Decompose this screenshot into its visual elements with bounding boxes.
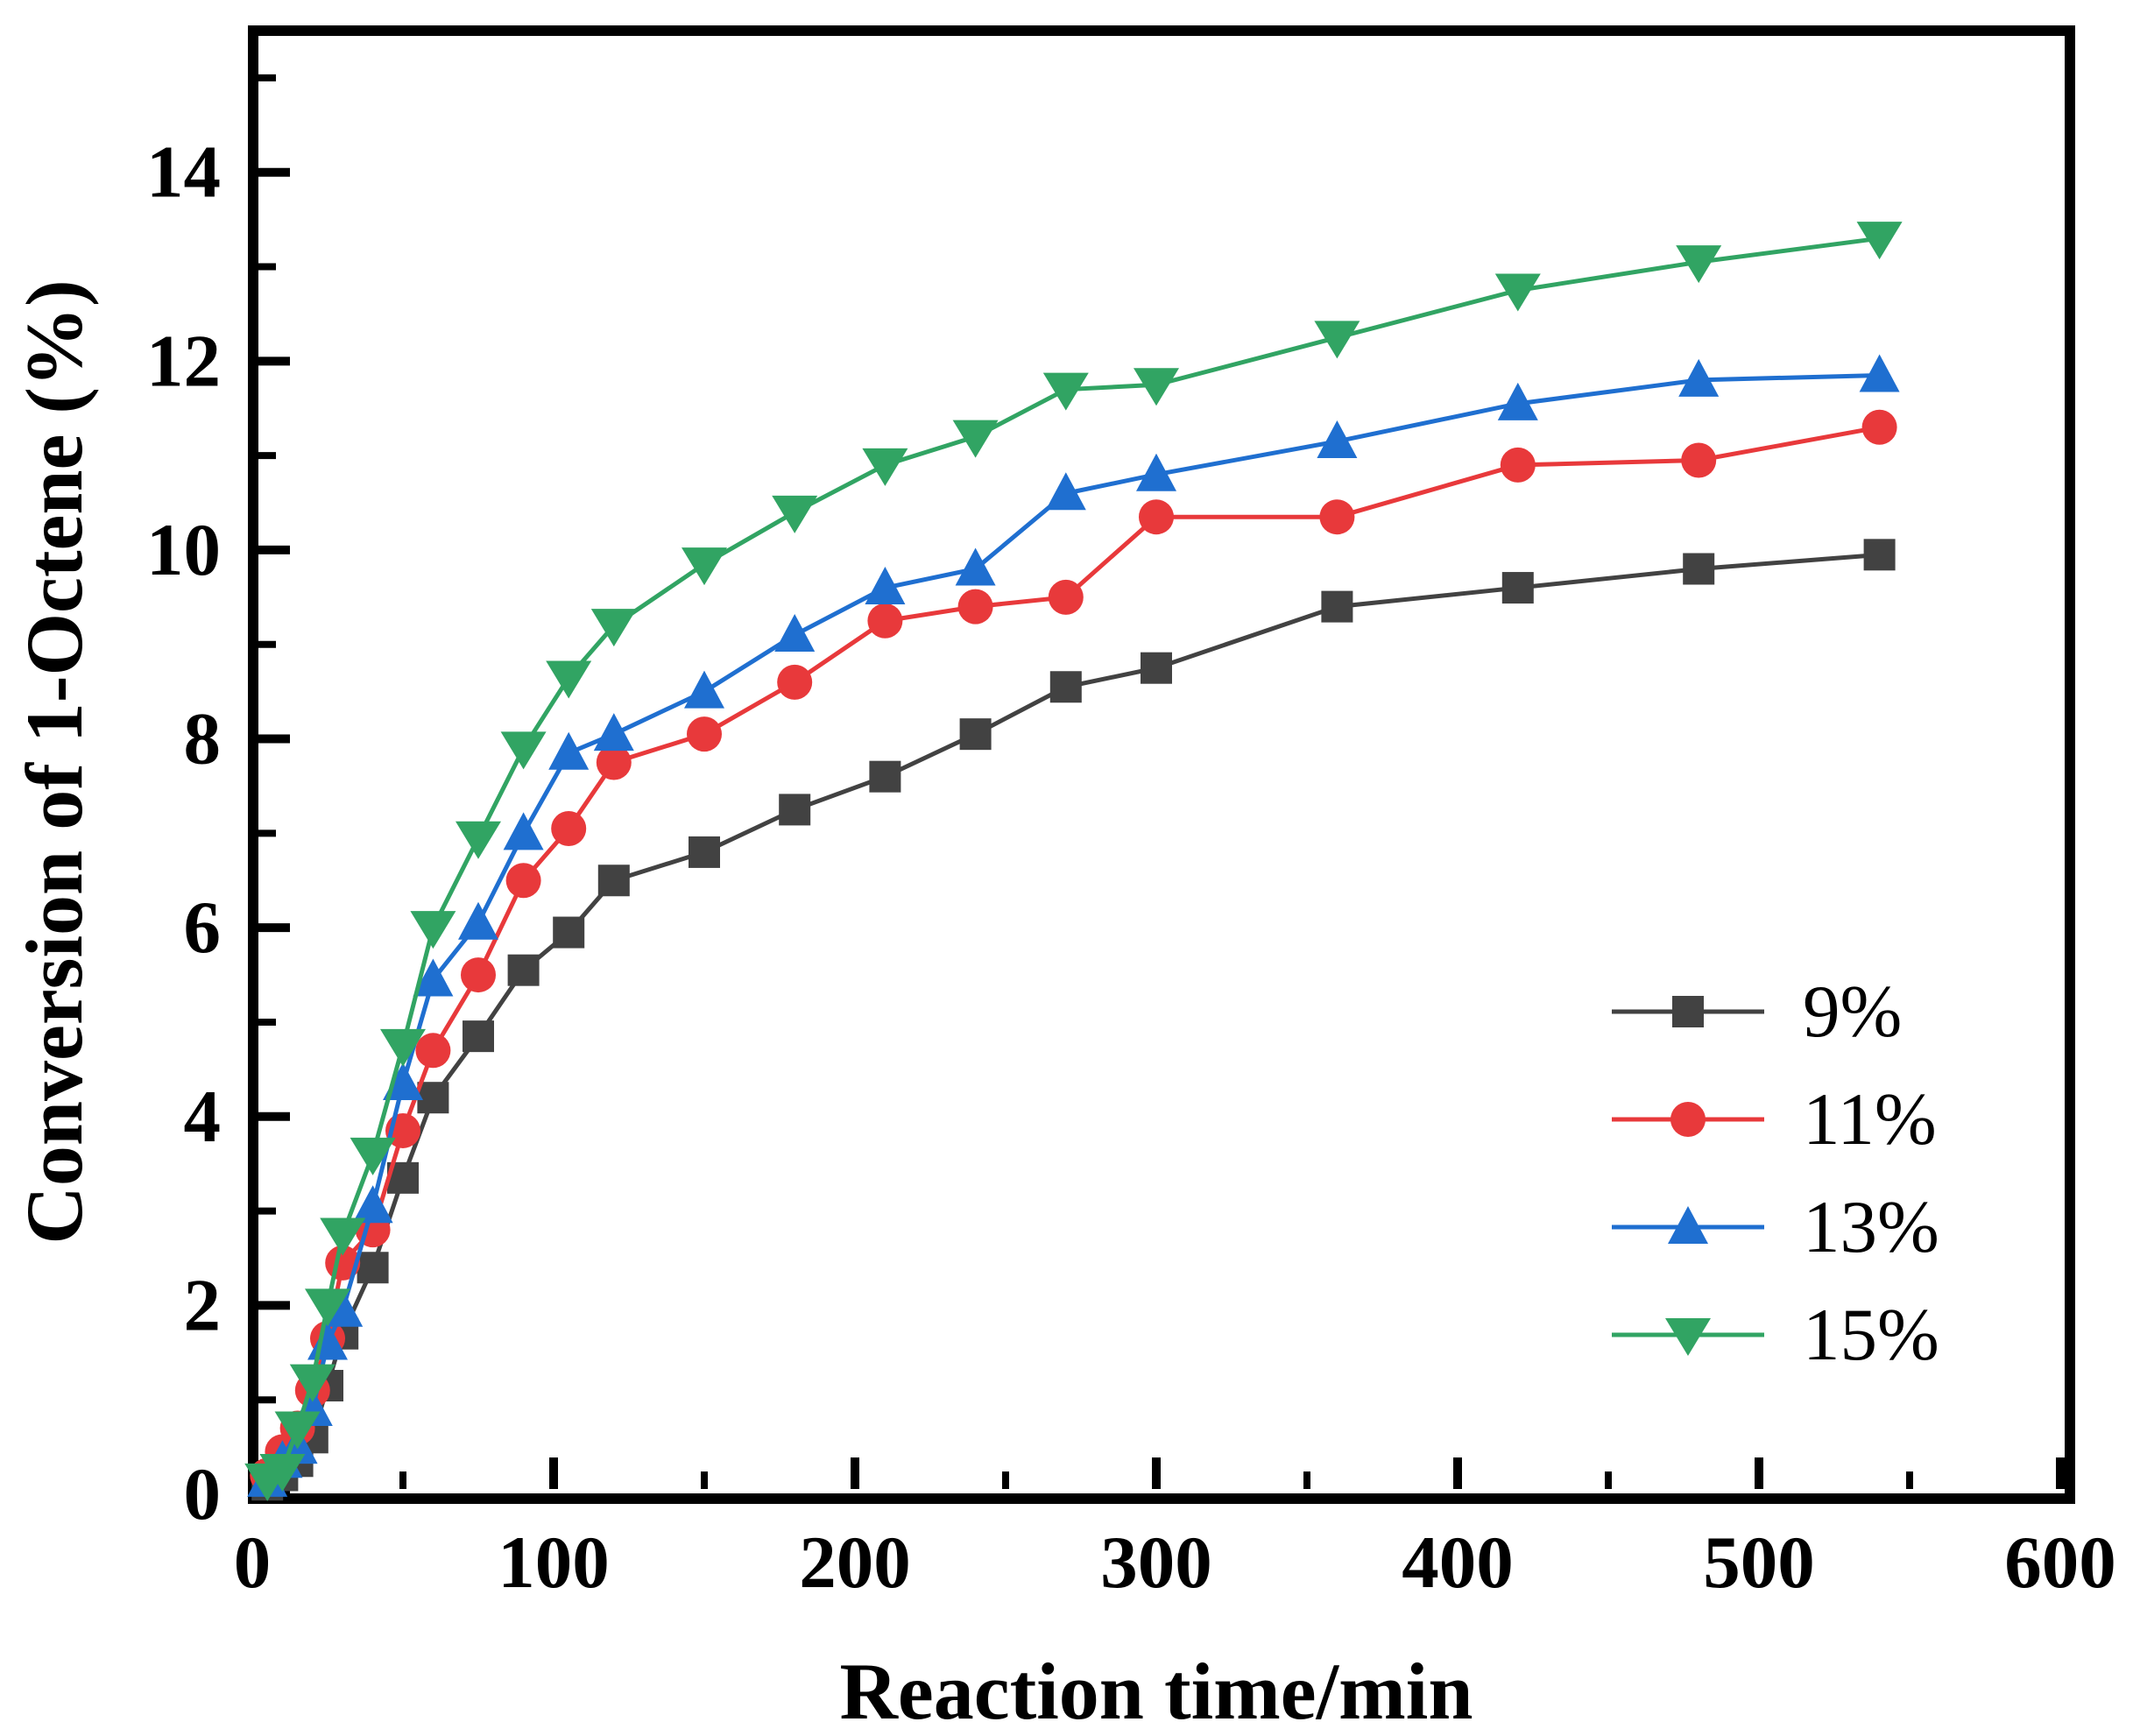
x-tick-label: 500 xyxy=(1703,1521,1815,1604)
legend-label-15%: 15% xyxy=(1803,1294,1939,1376)
marker-square xyxy=(689,836,720,868)
marker-circle xyxy=(1670,1102,1706,1137)
marker-triangle-up xyxy=(503,812,544,850)
marker-square xyxy=(357,1252,389,1284)
plot-frame xyxy=(248,25,2075,1504)
marker-triangle-up xyxy=(684,670,724,709)
marker-triangle-down xyxy=(380,1028,426,1067)
legend-label-9%: 9% xyxy=(1803,970,1902,1053)
marker-triangle-up xyxy=(774,613,816,652)
marker-circle xyxy=(1861,409,1897,445)
marker-square xyxy=(463,1020,494,1053)
marker-triangle-down xyxy=(1314,321,1360,359)
marker-circle xyxy=(596,745,632,780)
marker-triangle-down xyxy=(1856,222,1903,260)
marker-triangle-down xyxy=(274,1411,321,1450)
marker-triangle-down xyxy=(862,448,908,486)
marker-triangle-down xyxy=(320,1217,366,1256)
marker-triangle-up xyxy=(955,547,996,586)
marker-circle xyxy=(1500,447,1536,483)
marker-triangle-up xyxy=(1045,472,1086,511)
marker-triangle-down xyxy=(1042,372,1089,411)
marker-triangle-up xyxy=(1668,1206,1708,1244)
marker-triangle-down xyxy=(500,731,547,770)
marker-circle xyxy=(415,1033,451,1069)
marker-square xyxy=(959,718,992,751)
marker-circle xyxy=(551,810,587,846)
y-tick-label: 0 xyxy=(184,1453,222,1535)
marker-square xyxy=(1141,652,1172,684)
marker-circle xyxy=(867,603,903,639)
y-axis-title: Conversion of 1-Octene (%) xyxy=(10,279,99,1245)
marker-triangle-down xyxy=(1134,368,1179,406)
marker-triangle-up xyxy=(865,567,906,605)
legend-label-13%: 13% xyxy=(1803,1186,1939,1268)
marker-circle xyxy=(461,957,496,993)
x-tick-label: 200 xyxy=(799,1521,911,1604)
marker-triangle-down xyxy=(546,660,592,699)
marker-circle xyxy=(957,589,993,625)
x-tick-label: 600 xyxy=(2004,1521,2116,1604)
marker-triangle-up xyxy=(1678,358,1720,397)
marker-triangle-down xyxy=(350,1137,396,1175)
legend-label-11%: 11% xyxy=(1803,1078,1937,1161)
marker-triangle-up xyxy=(383,1062,423,1101)
marker-circle xyxy=(687,716,722,752)
marker-triangle-down xyxy=(952,420,999,458)
x-tick-label: 0 xyxy=(234,1521,272,1604)
y-tick-label: 12 xyxy=(146,320,221,402)
marker-triangle-down xyxy=(1494,273,1541,312)
marker-circle xyxy=(1681,442,1717,478)
x-tick-label: 300 xyxy=(1100,1521,1212,1604)
marker-triangle-up xyxy=(548,731,590,770)
marker-square xyxy=(1863,539,1896,571)
marker-square xyxy=(597,864,630,897)
series-line-13% xyxy=(265,372,1880,1482)
marker-circle xyxy=(505,863,541,899)
marker-square xyxy=(1321,590,1353,623)
marker-circle xyxy=(1139,499,1174,535)
marker-circle xyxy=(1319,499,1355,535)
y-tick-label: 4 xyxy=(184,1076,222,1158)
marker-circle xyxy=(777,664,813,700)
x-tick-label: 400 xyxy=(1402,1521,1514,1604)
marker-triangle-down xyxy=(410,911,456,949)
marker-triangle-down xyxy=(772,495,818,533)
marker-triangle-up xyxy=(413,958,454,997)
y-tick-label: 8 xyxy=(184,698,222,780)
y-tick-label: 2 xyxy=(184,1264,222,1346)
marker-square xyxy=(1049,671,1082,703)
marker-square xyxy=(507,954,540,986)
marker-triangle-up xyxy=(352,1185,393,1224)
marker-triangle-up xyxy=(1317,420,1358,458)
marker-triangle-down xyxy=(456,821,501,859)
marker-triangle-down xyxy=(1676,245,1722,284)
marker-square xyxy=(869,760,901,793)
marker-triangle-down xyxy=(305,1288,350,1327)
marker-square xyxy=(1501,572,1534,604)
marker-triangle-down xyxy=(1665,1318,1711,1356)
y-tick-label: 14 xyxy=(146,131,221,214)
marker-triangle-up xyxy=(1859,354,1900,392)
x-tick-label: 100 xyxy=(498,1521,610,1604)
marker-square xyxy=(1672,996,1704,1027)
x-axis-title: Reaction time/min xyxy=(839,1647,1473,1736)
marker-square xyxy=(417,1082,449,1114)
marker-triangle-down xyxy=(590,609,637,647)
marker-triangle-down xyxy=(259,1454,306,1493)
y-tick-label: 10 xyxy=(146,509,221,591)
marker-circle xyxy=(1048,579,1084,615)
marker-square xyxy=(1683,553,1715,585)
marker-triangle-up xyxy=(1136,453,1176,491)
marker-triangle-down xyxy=(682,547,727,586)
marker-triangle-up xyxy=(593,713,634,752)
marker-square xyxy=(779,794,811,826)
marker-triangle-up xyxy=(458,901,498,940)
y-tick-label: 6 xyxy=(184,886,222,969)
marker-square xyxy=(553,916,585,949)
marker-triangle-up xyxy=(1497,382,1538,420)
marker-triangle-down xyxy=(289,1364,335,1402)
